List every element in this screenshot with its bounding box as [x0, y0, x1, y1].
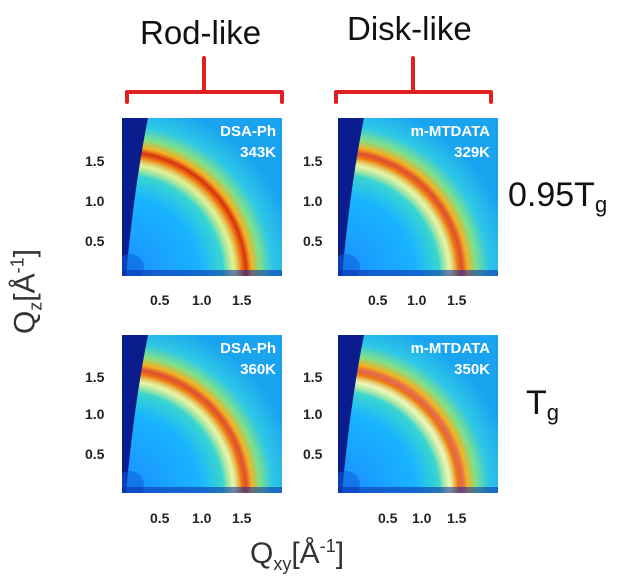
panel-material-label: m-MTDATA [410, 340, 490, 357]
x-tick: 1.5 [447, 292, 467, 308]
y-tick: 1.0 [303, 193, 323, 209]
panel-temperature-label: 343K [240, 144, 276, 161]
scattering-pattern [338, 118, 498, 276]
row-label-subscript: g [546, 400, 560, 425]
y-tick: 1.5 [85, 153, 105, 169]
scattering-pattern [122, 118, 282, 276]
y-tick: 0.5 [85, 446, 105, 462]
y-axis-label-main: Q [8, 310, 42, 335]
y-tick: 1.0 [303, 406, 323, 422]
panel-temperature-label: 350K [454, 361, 490, 378]
x-tick: 0.5 [150, 292, 170, 308]
missing-wedge [122, 335, 148, 493]
scattering-pattern [338, 335, 498, 493]
x-axis-label: Qxy[Å-1] [250, 536, 344, 575]
y-axis-label-sub: z [25, 301, 46, 311]
row-label-value: T [526, 384, 547, 422]
x-tick: 0.5 [150, 510, 170, 526]
x-axis-label-sup: -1 [319, 536, 336, 556]
row-label-subscript: g [594, 192, 608, 217]
panel-temperature-label: 360K [240, 361, 276, 378]
y-axis-label-end: ] [8, 248, 42, 258]
x-axis-label-unit: [Å [291, 537, 320, 570]
x-tick: 1.5 [232, 510, 252, 526]
panel-m-mtdata-329k: m-MTDATA 329K [338, 118, 498, 276]
bracket-disk-like [334, 56, 493, 104]
y-tick: 1.0 [85, 406, 105, 422]
missing-wedge [338, 335, 364, 493]
missing-wedge [338, 118, 364, 276]
panel-material-label: m-MTDATA [410, 123, 490, 140]
y-tick: 1.5 [85, 369, 105, 385]
x-axis-label-main: Q [250, 537, 274, 570]
y-axis-label-sup: -1 [7, 257, 28, 274]
column-title-rod-like: Rod-like [140, 14, 262, 51]
x-tick: 0.5 [378, 510, 398, 526]
panel-dsa-ph-360k: DSA-Ph 360K [122, 335, 282, 493]
x-tick: 1.0 [192, 292, 212, 308]
bracket-rod-like [125, 56, 284, 104]
x-tick: 0.5 [368, 292, 388, 308]
panel-material-label: DSA-Ph [220, 340, 276, 357]
x-axis-label-end: ] [335, 537, 345, 570]
x-axis-label-sub: xy [273, 554, 292, 574]
row-label-tg: Tg [526, 384, 559, 426]
y-tick: 1.5 [303, 153, 323, 169]
x-tick: 1.0 [407, 292, 427, 308]
column-title-disk-like: Disk-like [347, 10, 472, 47]
panel-material-label: DSA-Ph [220, 123, 276, 140]
row-label-value: 0.95T [508, 176, 595, 214]
x-tick: 1.5 [232, 292, 252, 308]
y-tick: 0.5 [303, 233, 323, 249]
y-axis-label-unit: [Å [8, 273, 42, 302]
missing-wedge [122, 118, 148, 276]
y-tick: 0.5 [85, 233, 105, 249]
panel-dsa-ph-343k: DSA-Ph 343K [122, 118, 282, 276]
y-tick: 1.5 [303, 369, 323, 385]
y-tick: 0.5 [303, 446, 323, 462]
panel-m-mtdata-350k: m-MTDATA 350K [338, 335, 498, 493]
x-tick: 1.0 [412, 510, 432, 526]
panel-temperature-label: 329K [454, 144, 490, 161]
x-tick: 1.5 [447, 510, 467, 526]
y-tick: 1.0 [85, 193, 105, 209]
x-tick: 1.0 [192, 510, 212, 526]
y-axis-label: Qz[Å-1] [8, 227, 47, 357]
row-label-095tg: 0.95Tg [508, 176, 607, 218]
scattering-pattern [122, 335, 282, 493]
